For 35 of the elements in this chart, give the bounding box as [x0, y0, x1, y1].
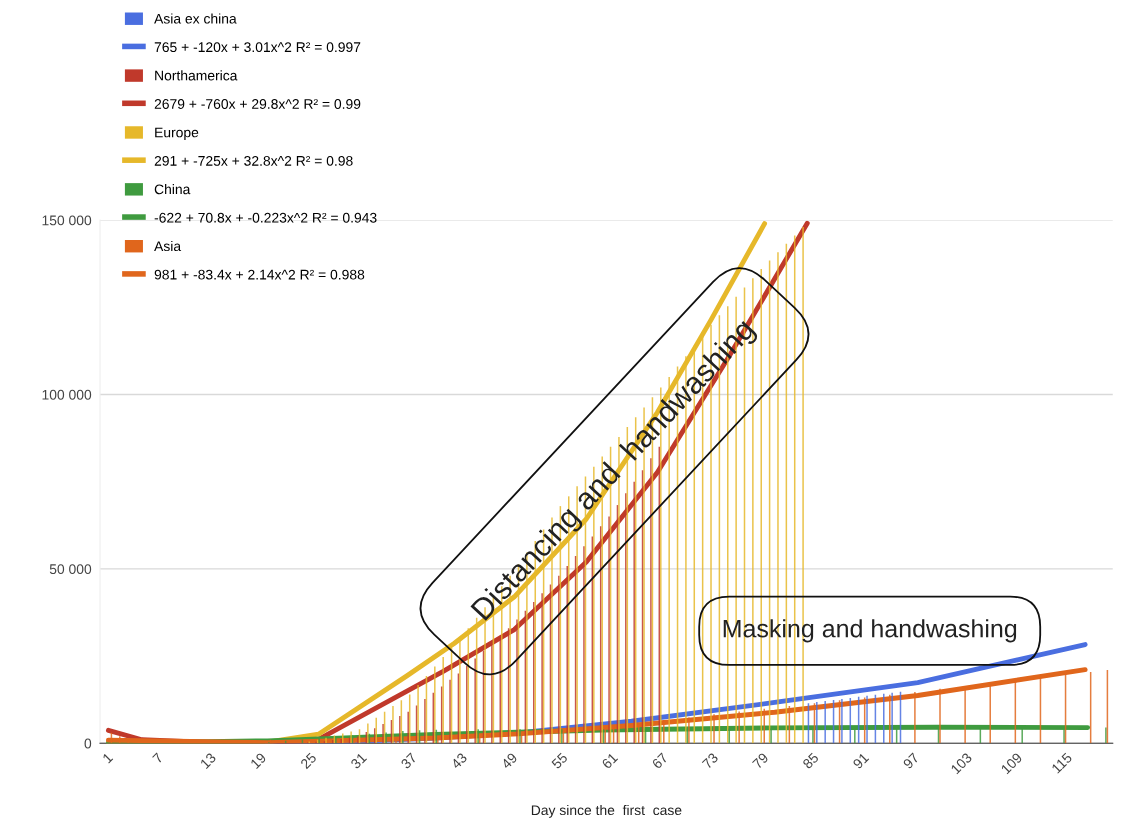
x-tick-label: 85: [802, 752, 820, 770]
y-tick-label: 0: [84, 738, 92, 749]
x-tick-label: 43: [450, 752, 468, 770]
y-tick-label: 150 000: [42, 215, 92, 226]
x-tick-label: 49: [500, 752, 518, 770]
legend-label: 765 + -120x + 3.01x^2 R² = 0.997: [154, 42, 361, 53]
x-tick-label: 37: [400, 752, 418, 770]
legend-label: Asia: [154, 240, 182, 252]
x-tick-label: 109: [1000, 752, 1023, 775]
legend-label: Europe: [155, 127, 199, 141]
x-tick-label: 67: [651, 752, 669, 770]
x-axis-title: Day since the first case: [531, 804, 682, 818]
x-tick-label: 97: [902, 752, 920, 770]
legend-label: 981 + -83.4x + 2.14x^2 R² = 0.988: [154, 269, 365, 280]
x-tick-label: 61: [601, 752, 619, 770]
x-tick-label: 91: [852, 752, 870, 770]
x-tick-label: 103: [950, 752, 973, 775]
x-tick-label: 73: [701, 752, 719, 770]
x-tick-label: 1: [102, 752, 114, 764]
x-tick-label: 115: [1051, 752, 1073, 774]
y-tick-label: 50 000: [49, 564, 92, 575]
legend-label: Northamerica: [155, 70, 238, 81]
legend-label: China: [154, 184, 191, 195]
x-tick-label: 19: [250, 752, 267, 769]
legend-label: Asia ex china: [154, 13, 237, 24]
x-tick-label: 31: [350, 752, 368, 770]
x-tick-label: 55: [551, 752, 569, 770]
legend-label: 2679 + -760x + 29.8x^2 R² = 0.99: [154, 99, 361, 109]
legend-label: -622 + 70.8x + -0.223x^2 R² = 0.943: [154, 212, 377, 223]
x-tick-label: 7: [152, 752, 164, 764]
x-tick-label: 25: [299, 752, 317, 770]
legend-label: 291 + -725x + 32.8x^2 R² = 0.98: [154, 155, 353, 166]
x-tick-label: 13: [199, 752, 217, 769]
x-tick-label: 79: [751, 752, 769, 770]
y-tick-label: 100 000: [42, 389, 92, 400]
